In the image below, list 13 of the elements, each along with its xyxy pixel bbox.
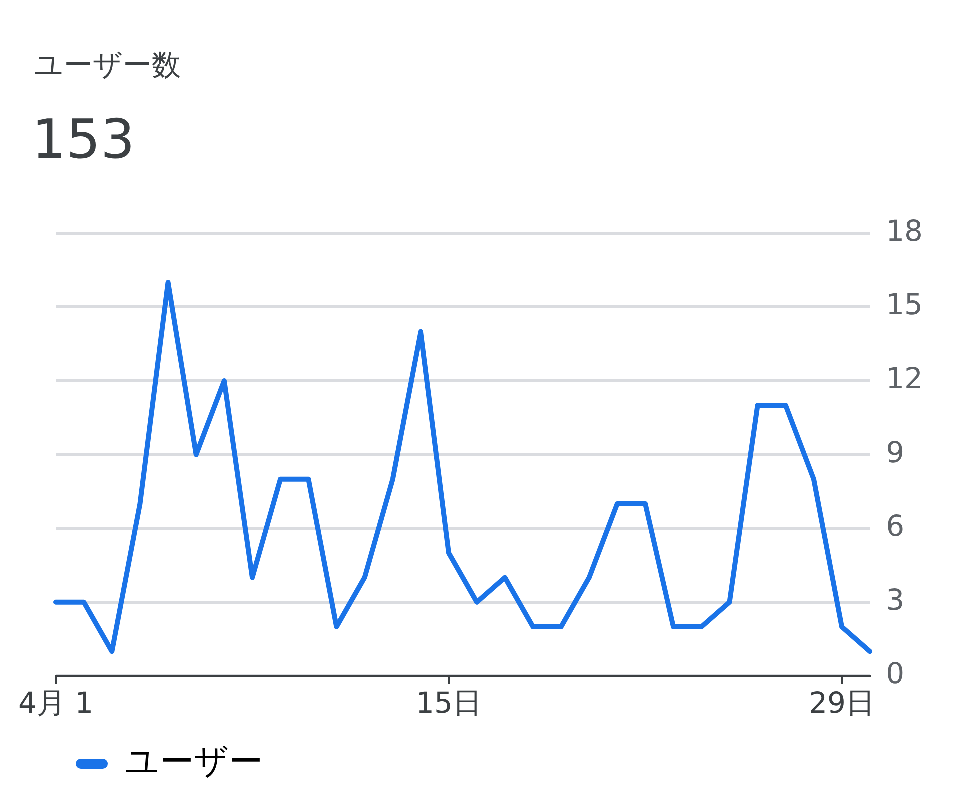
y-tick-label: 6	[886, 509, 905, 544]
chart-subtitle: 153	[32, 108, 136, 171]
x-tick-label: 4月 1	[18, 686, 94, 720]
y-tick-label: 15	[886, 288, 924, 322]
legend-label: ユーザー	[125, 742, 263, 782]
y-tick-label: 12	[886, 362, 924, 396]
y-tick-label: 3	[886, 582, 905, 617]
x-tick-label: 29日	[809, 686, 875, 720]
y-tick-label: 9	[886, 435, 905, 470]
y-tick-label: 0	[886, 656, 905, 691]
chart-title: ユーザー数	[34, 47, 181, 84]
x-tick-label: 15日	[416, 686, 482, 720]
y-tick-label: 18	[886, 214, 924, 248]
